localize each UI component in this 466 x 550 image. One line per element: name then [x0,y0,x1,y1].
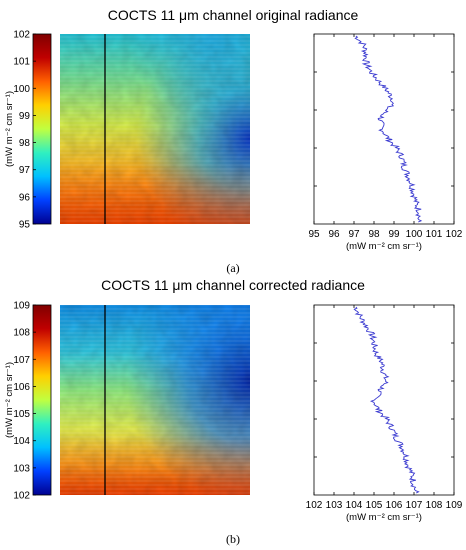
colorbar-tick-label: 105 [13,409,30,420]
profile-xlabel-a: (mW m⁻² cm sr⁻¹) [346,241,422,252]
colorbar-label-b: (mW m⁻² cm sr⁻¹) [4,362,15,438]
colorbar-tick-label: 102 [13,30,30,41]
profile-xtick-label: 99 [388,229,400,240]
colorbar-tick-label: 102 [13,491,30,502]
profile-xtick-label: 102 [306,500,323,511]
profile-xtick-label: 106 [386,500,403,511]
colorbar-tick-label: 101 [13,57,30,68]
panel-label-a: (a) [226,261,239,275]
profile-xtick-label: 105 [366,500,383,511]
profile-xtick-label: 103 [326,500,343,511]
panel-label-b: (b) [226,532,240,546]
profile-series-line [353,306,420,494]
colorbar-tick-label: 108 [13,328,30,339]
colorbar-tick-label: 109 [13,301,30,312]
colorbar-label-a: (mW m⁻² cm sr⁻¹) [4,91,15,167]
colorbar-tick-label: 103 [13,463,30,474]
profile-xtick-label: 96 [328,229,340,240]
profile-xtick-label: 101 [426,229,443,240]
colorbar-tick-label: 106 [13,382,30,393]
title-b: COCTS 11 μm channel corrected radiance [101,277,365,293]
colorbar-b: 102 103 104 105 106 107 108 109 [13,301,52,502]
profile-axes-box [313,33,455,225]
colorbar-tick-label: 96 [19,192,31,203]
profile-plot-a: 95 96 97 98 99 100 101 102 [308,33,463,240]
colorbar-a: 95 96 97 98 99 100 101 102 [13,30,52,231]
profile-axes-box [313,304,455,496]
profile-xtick-label: 100 [406,229,423,240]
profile-xtick-label: 98 [368,229,380,240]
heatmap-b [60,305,250,495]
profile-xtick-label: 108 [426,500,443,511]
colorbar-gradient [32,33,52,225]
profile-xtick-label: 95 [308,229,320,240]
title-a: COCTS 11 μm channel original radiance [108,7,359,23]
profile-xtick-label: 102 [446,229,463,240]
colorbar-tick-label: 95 [19,220,31,231]
profile-xtick-label: 104 [346,500,363,511]
profile-xtick-label: 109 [446,500,463,511]
colorbar-tick-label: 98 [19,138,31,149]
colorbar-tick-label: 97 [19,165,31,176]
colorbar-tick-label: 104 [13,436,30,447]
profile-xtick-label: 107 [406,500,423,511]
profile-series-line [354,35,423,223]
colorbar-tick-label: 107 [13,355,30,366]
profile-plot-b: 102 103 104 105 106 107 108 109 [306,304,463,511]
colorbar-tick-label: 99 [19,111,31,122]
profile-xtick-label: 97 [348,229,360,240]
colorbar-tick-label: 100 [13,84,30,95]
colorbar-gradient [32,304,52,496]
heatmap-a [60,34,250,224]
profile-xlabel-b: (mW m⁻² cm sr⁻¹) [346,512,422,523]
